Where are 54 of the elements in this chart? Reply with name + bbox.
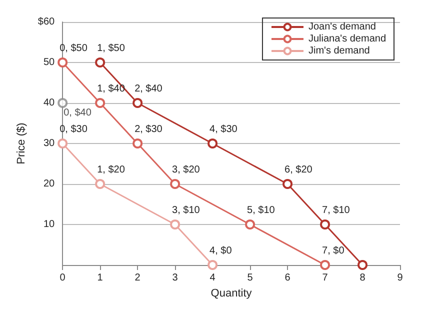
data-label: 5, $10 [247, 205, 276, 216]
point [282, 179, 293, 189]
data-label: 0, $50 [60, 43, 88, 54]
data-label: 1, $40 [97, 84, 126, 94]
data-label: 6, $20 [284, 164, 313, 176]
data-label: 0, $40 [64, 108, 92, 118]
data-label: 7, $0 [322, 246, 345, 256]
point [132, 138, 143, 148]
x-tick-label: 3 [172, 272, 178, 284]
point [358, 260, 368, 270]
data-label: 4, $0 [210, 246, 232, 256]
x-tick-label: 7 [322, 272, 328, 284]
legend-label: Joan's demand [308, 22, 376, 32]
point [170, 179, 180, 189]
y-tick-label: 40 [43, 98, 56, 108]
x-tick-label: 2 [134, 272, 141, 284]
data-label: 1, $20 [97, 164, 126, 176]
y-tick-label: 50 [43, 57, 56, 68]
x-tick-label: 9 [397, 272, 404, 284]
data-label: 2, $30 [134, 124, 163, 135]
point [245, 220, 256, 230]
point [58, 138, 68, 148]
point [170, 220, 180, 230]
point [95, 58, 106, 68]
y-tick-label: 20 [43, 178, 56, 190]
point [132, 98, 143, 108]
x-tick-label: 6 [284, 272, 291, 284]
y-tick-label: 30 [43, 138, 56, 149]
point [95, 179, 106, 189]
x-tick-label: 8 [360, 272, 366, 284]
point [58, 58, 68, 68]
point [320, 260, 330, 270]
y-tick-label: 10 [43, 219, 56, 230]
point [58, 98, 68, 108]
data-label: 1, $50 [97, 43, 126, 54]
data-label: 2, $40 [134, 84, 163, 94]
data-label: 7, $10 [322, 205, 350, 216]
point [95, 98, 106, 108]
y-axis-title: Price ($) [16, 122, 28, 164]
x-tick-label: 5 [247, 272, 254, 284]
data-label: 3, $20 [172, 164, 200, 176]
point [208, 138, 218, 148]
data-label: 4, $30 [210, 124, 238, 135]
y-tick-label: $60 [38, 16, 56, 28]
x-tick-label: 1 [97, 272, 104, 284]
data-label: 0, $30 [60, 124, 88, 135]
x-axis-title: Quantity [210, 287, 252, 300]
legend-label: Juliana's demand [308, 34, 386, 44]
legend-label: Jim's demand [308, 46, 370, 56]
point [208, 260, 218, 270]
x-tick-label: 0 [60, 272, 66, 284]
point [320, 220, 330, 230]
data-label: 3, $10 [172, 205, 200, 216]
x-tick-label: 4 [210, 272, 216, 284]
